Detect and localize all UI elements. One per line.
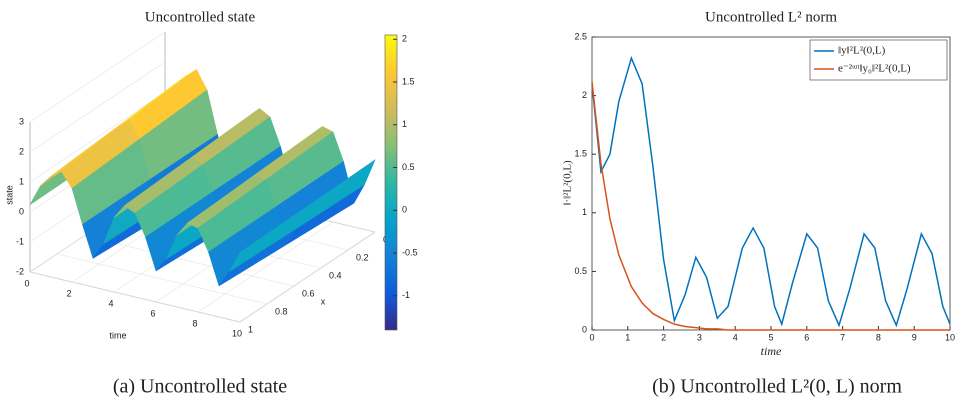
colorbar-tick-label: -0.5 [402, 247, 418, 257]
y-tick-label: 0.6 [302, 288, 315, 298]
x-tick-label: 8 [876, 332, 881, 342]
line-series [591, 55, 951, 328]
x-tick-label: 0 [589, 332, 594, 342]
line-series [591, 81, 950, 331]
colorbar-tick-label: -1 [402, 290, 410, 300]
y-tick-label: 1.5 [574, 149, 587, 159]
y-tick-label: 0.8 [275, 306, 288, 316]
y-axis-label: x [321, 296, 326, 306]
x-tick-label: 10 [945, 332, 955, 342]
colorbar-tick-label: 1 [402, 119, 407, 129]
y-tick-label: 2 [582, 90, 587, 100]
x-tick-label: 0 [24, 278, 29, 288]
y-tick-label: 1 [248, 324, 253, 334]
y-tick-label: 2.5 [574, 31, 587, 41]
x-axis-label: time [109, 330, 126, 340]
z-tick-label: 3 [19, 116, 24, 126]
y-tick-label: 1 [582, 207, 587, 217]
grid-line [56, 253, 268, 305]
x-tick-label: 6 [804, 332, 809, 342]
x-tick-label: 10 [232, 328, 242, 338]
z-tick-label: 2 [19, 146, 24, 156]
z-tick-label: 0 [19, 206, 24, 216]
x-axis-label: time [761, 344, 782, 358]
x-tick-label: 7 [840, 332, 845, 342]
colorbar [384, 34, 398, 331]
x-tick-label: 6 [150, 308, 155, 318]
caption: (b) Uncontrolled L²(0, L) norm [652, 376, 902, 398]
x-tick-label: 8 [192, 318, 197, 328]
caption: (a) Uncontrolled state [113, 376, 287, 398]
z-tick-label: -1 [16, 236, 24, 246]
chart-title: Uncontrolled L² norm [705, 9, 837, 25]
chart-title: Uncontrolled state [145, 9, 256, 25]
x-tick-label: 1 [625, 332, 630, 342]
x-tick-label: 9 [912, 332, 917, 342]
grid-line [29, 61, 166, 153]
y-axis-label: ‖·‖²L²(0,L) [562, 160, 574, 206]
surface-patch [229, 205, 309, 272]
grid-line [29, 31, 166, 123]
grid-line [239, 231, 376, 323]
y-tick-label: 0.4 [329, 270, 342, 280]
x-tick-label: 3 [697, 332, 702, 342]
grid-line [29, 271, 241, 323]
legend-label: e⁻²ᵚᵗ‖y₀‖²L²(0,L) [838, 63, 911, 75]
z-axis-label: state [4, 185, 14, 205]
x-tick-label: 2 [661, 332, 666, 342]
legend-box [809, 39, 948, 81]
colorbar-tick-label: 2 [402, 34, 407, 44]
colorbar-tick-label: 0 [402, 205, 407, 215]
x-tick-label: 4 [108, 298, 113, 308]
x-tick-label: 4 [733, 332, 738, 342]
grid-line [29, 91, 166, 183]
colorbar-tick-label: 1.5 [402, 76, 415, 86]
legend-label: ‖y‖²L²(0,L) [838, 45, 886, 57]
x-tick-label: 2 [66, 288, 71, 298]
x-tick-label: 5 [768, 332, 773, 342]
z-tick-label: 1 [19, 176, 24, 186]
y-tick-label: 0 [582, 324, 587, 334]
y-tick-label: 0.2 [356, 252, 369, 262]
grid-line [197, 221, 334, 313]
colorbar-tick-label: 0.5 [402, 162, 415, 172]
grid-line [83, 235, 295, 287]
y-tick-label: 0.5 [574, 266, 587, 276]
z-tick-label: -2 [16, 266, 24, 276]
